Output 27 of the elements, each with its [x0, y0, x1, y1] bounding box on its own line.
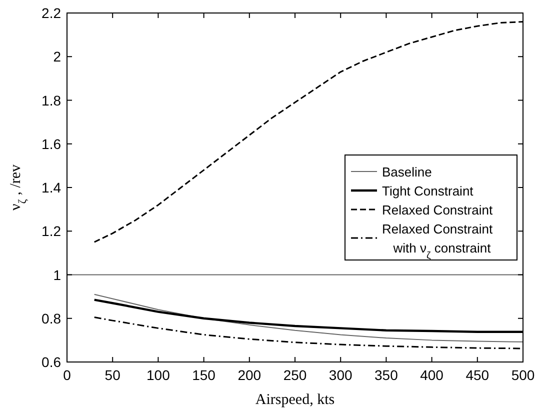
y-tick-label: 1.2 [42, 223, 62, 240]
y-tick-label: 2 [53, 48, 62, 65]
legend-label: Baseline [382, 164, 432, 180]
x-tick-label: 150 [192, 367, 216, 383]
legend-label: Relaxed Constraint [382, 202, 493, 218]
x-tick-label: 250 [283, 367, 307, 383]
x-tick-label: 100 [146, 367, 170, 383]
y-tick-label: 1.8 [42, 92, 62, 108]
y-tick-label: 2.2 [42, 5, 62, 21]
y-tick-label: 0.6 [42, 354, 62, 370]
x-tick-label: 0 [63, 367, 72, 383]
x-tick-label: 500 [511, 367, 535, 383]
x-tick-label: 50 [104, 367, 121, 383]
line-series [94, 294, 523, 342]
x-tick-label: 450 [466, 367, 490, 383]
legend-label: Relaxed Constraint with ν$_{ζ}$ constraint [382, 222, 493, 261]
y-tick-label: 1.4 [42, 180, 62, 196]
line-series [94, 316, 523, 350]
x-tick-label: 300 [328, 367, 352, 383]
x-axis-title: Airspeed, kts [255, 392, 335, 408]
x-tick-label: 350 [374, 367, 398, 383]
y-tick-label: 1 [53, 266, 62, 283]
y-tick-label: 1.6 [42, 136, 62, 152]
x-tick-label: 200 [238, 367, 262, 383]
x-tick-label: 400 [420, 367, 444, 383]
y-tick-label: 0.8 [42, 310, 62, 326]
legend-label: Tight Constraint [382, 184, 474, 198]
